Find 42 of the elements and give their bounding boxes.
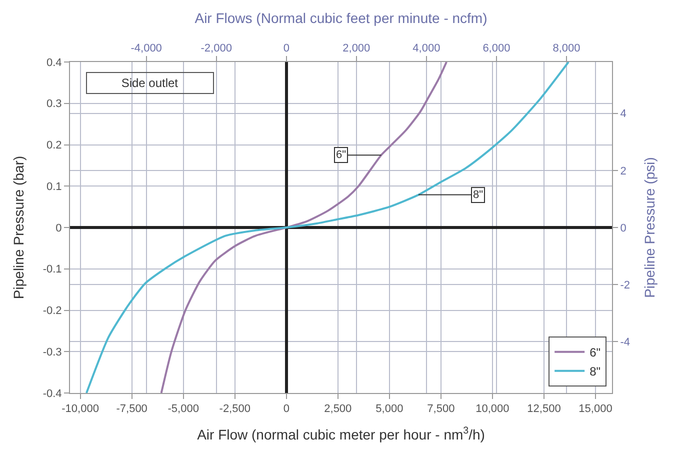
y-tick-label: -0.3 (42, 346, 62, 358)
legend-label: 6" (590, 346, 601, 360)
x-tick-label: 15,000 (578, 403, 612, 416)
y-tick-label: 0.4 (46, 56, 62, 69)
annotation: 6" (336, 149, 346, 161)
y2-tick-label: -4 (620, 336, 630, 348)
x2-tick-label: 8,000 (552, 42, 580, 55)
y-axis-title: Pipeline Pressure (bar) (10, 156, 26, 300)
y2-tick-label: 0 (620, 222, 626, 234)
x2-axis-title: Air Flows (Normal cubic feet per minute - ncfm) (194, 10, 488, 26)
x2-tick-label: 4,000 (412, 42, 440, 55)
y-tick-label: -0.4 (42, 388, 62, 400)
legend-label: 8" (590, 364, 601, 379)
x-tick-label: -2,500 (219, 403, 250, 416)
y-tick-label: 0.3 (46, 98, 62, 110)
y-tick-label: 0.1 (46, 180, 62, 193)
annotation: 8" (473, 189, 484, 201)
x-axis-title: Air Flow (normal cubic meter per hour - nm$^{3}$/h) (197, 426, 485, 442)
x2-tick-label: -2,000 (200, 42, 232, 55)
y-tick-label: -0.1 (42, 264, 62, 276)
x2-tick-label: 2,000 (342, 42, 370, 55)
y2-axis-title: Pipeline Pressure (psi) (641, 157, 658, 298)
y2-tick-label: 4 (620, 108, 626, 120)
x-tick-label: -5,000 (168, 403, 199, 416)
y-tick-label: 0 (56, 222, 62, 234)
x-tick-label: 7,500 (427, 403, 455, 416)
x-tick-label: -10,000 (62, 403, 99, 416)
annotation: Side outlet (121, 76, 179, 90)
x2-tick-label: 0 (283, 42, 290, 55)
x-tick-label: 10,000 (476, 403, 510, 416)
y-tick-label: 0.2 (46, 140, 62, 152)
x-tick-label: 2,500 (324, 403, 352, 416)
y2-tick-label: 2 (620, 165, 626, 178)
x-tick-label: 0 (283, 403, 290, 416)
x2-tick-label: -4,000 (130, 42, 162, 55)
x-tick-label: 12,500 (527, 403, 561, 416)
x-tick-label: -7,500 (116, 403, 148, 416)
line-series (85, 62, 570, 393)
y2-tick-label: -2 (620, 279, 630, 292)
y-tick-label: -0.2 (42, 305, 62, 318)
x-tick-label: 5,000 (376, 403, 404, 416)
x2-tick-label: 6,000 (482, 42, 510, 55)
